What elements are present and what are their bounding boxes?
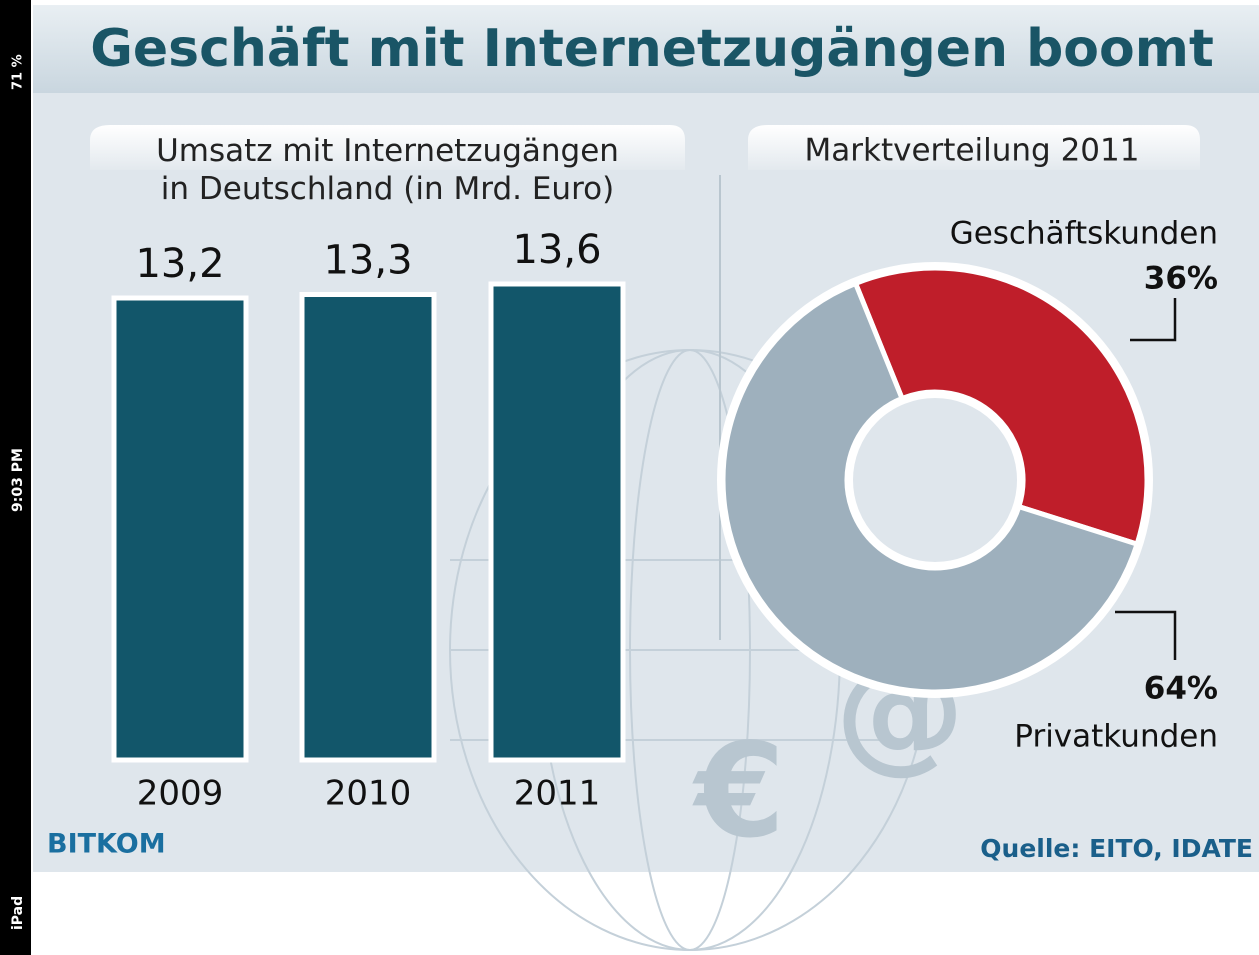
device-label: iPad	[10, 896, 26, 930]
category-label: 2009	[137, 774, 224, 814]
slice-value: 36%	[1144, 261, 1218, 297]
slice-label: Privatkunden	[1014, 719, 1218, 755]
logo: BITKOM	[47, 829, 166, 860]
slice-label: Geschäftskunden	[950, 216, 1218, 252]
value-label: 13,3	[323, 238, 412, 284]
pie-title: Marktverteilung 2011	[805, 133, 1140, 169]
source: Quelle: EITO, IDATE	[980, 834, 1253, 863]
battery: 71 %	[11, 54, 26, 90]
clock: 9:03 PM	[10, 448, 26, 512]
pie-hole	[849, 394, 1021, 566]
main-title: Geschäft mit Internetzugängen boomt	[90, 19, 1214, 79]
bar	[114, 298, 246, 760]
bar	[302, 295, 434, 761]
slice-value: 64%	[1144, 671, 1218, 707]
category-label: 2011	[514, 774, 601, 814]
bar	[491, 284, 623, 760]
value-label: 13,6	[512, 227, 601, 273]
page: iPad 9:03 PM 71 % Geschäft mit Internetz…	[0, 0, 1259, 955]
category-label: 2010	[325, 774, 412, 814]
value-label: 13,2	[135, 241, 224, 287]
bar-title: Umsatz mit Internetzugängen in Deutschla…	[90, 132, 685, 208]
euro-decoration: €	[692, 715, 785, 867]
